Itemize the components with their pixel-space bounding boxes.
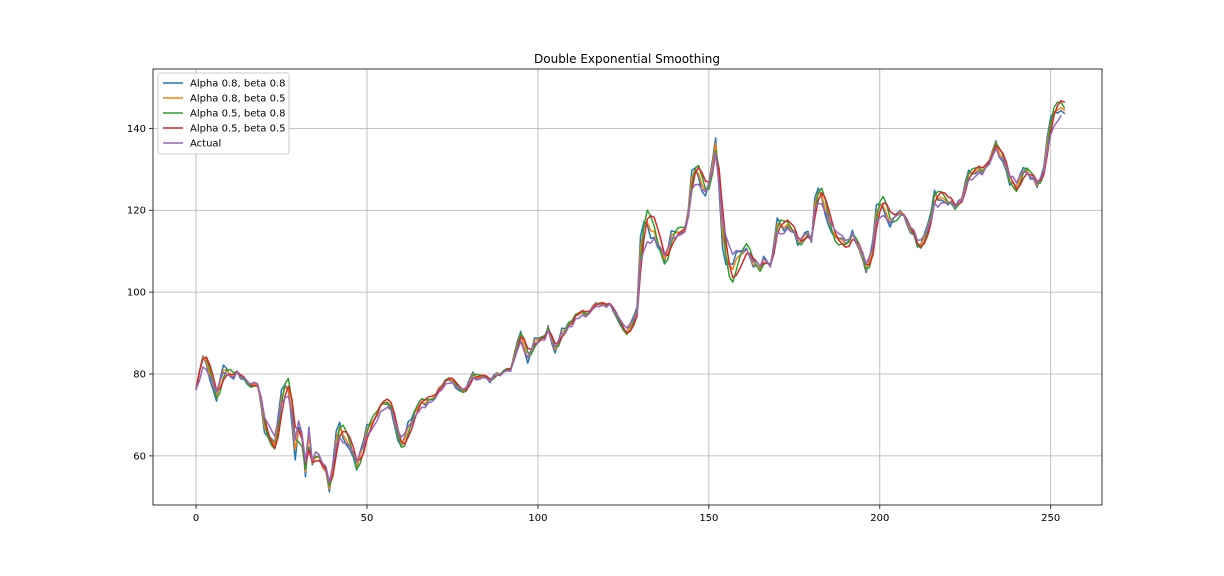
x-tick-label: 250 — [1041, 513, 1060, 524]
series-line-5 — [195, 115, 1062, 483]
plot-frame — [152, 68, 1103, 506]
legend-label: Alpha 0.5, beta 0.8 — [190, 109, 286, 120]
series-line-4 — [195, 99, 1066, 484]
legend-label: Alpha 0.8, beta 0.5 — [190, 94, 286, 105]
y-tick-label: 120 — [127, 206, 146, 217]
x-tick-label: 0 — [193, 513, 199, 524]
y-tick-label: 80 — [133, 369, 146, 380]
y-tick-label: 140 — [127, 124, 146, 135]
chart-title: Double Exponential Smoothing — [534, 52, 720, 66]
y-tick-label: 60 — [133, 451, 146, 462]
grid-layer — [153, 69, 1102, 505]
legend-label: Alpha 0.5, beta 0.5 — [190, 124, 286, 135]
y-tick-label: 100 — [127, 288, 146, 299]
x-tick-label: 200 — [870, 513, 889, 524]
legend: Alpha 0.8, beta 0.8 Alpha 0.8, beta 0.5 Al… — [157, 72, 290, 155]
tick-layer: 0 50 100 150 200 250 60 80 100 120 140 — [127, 124, 1060, 524]
legend-label: Actual — [190, 139, 221, 150]
x-tick-label: 100 — [528, 513, 547, 524]
legend-label: Alpha 0.8, beta 0.8 — [190, 79, 286, 90]
x-tick-label: 50 — [361, 513, 374, 524]
legend-box — [157, 72, 290, 155]
series-layer — [195, 99, 1066, 493]
x-tick-label: 150 — [699, 513, 718, 524]
